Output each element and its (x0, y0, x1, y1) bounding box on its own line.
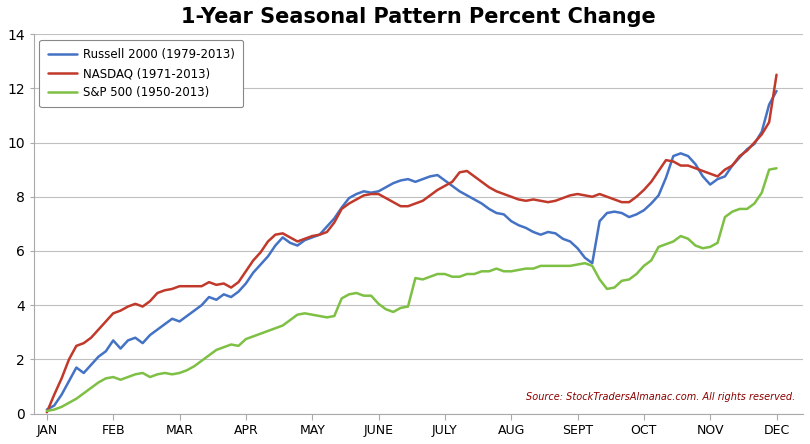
S&P 500 (1950-2013) (418, 277, 428, 282)
S&P 500 (1950-2013) (42, 408, 52, 414)
Russell 2000 (1979-2013) (735, 155, 744, 160)
Russell 2000 (1979-2013) (477, 201, 487, 206)
S&P 500 (1950-2013) (211, 347, 221, 353)
Line: S&P 500 (1950-2013): S&P 500 (1950-2013) (47, 168, 777, 411)
Russell 2000 (1979-2013) (42, 407, 52, 412)
Legend: Russell 2000 (1979-2013), NASDAQ (1971-2013), S&P 500 (1950-2013): Russell 2000 (1979-2013), NASDAQ (1971-2… (40, 40, 243, 107)
NASDAQ (1971-2013) (211, 282, 221, 288)
S&P 500 (1950-2013) (735, 206, 744, 212)
Russell 2000 (1979-2013) (182, 313, 192, 319)
Russell 2000 (1979-2013) (713, 176, 723, 182)
S&P 500 (1950-2013) (477, 269, 487, 274)
S&P 500 (1950-2013) (772, 166, 782, 171)
Title: 1-Year Seasonal Pattern Percent Change: 1-Year Seasonal Pattern Percent Change (181, 7, 656, 27)
NASDAQ (1971-2013) (418, 198, 428, 203)
Line: Russell 2000 (1979-2013): Russell 2000 (1979-2013) (47, 91, 777, 409)
S&P 500 (1950-2013) (182, 368, 192, 373)
NASDAQ (1971-2013) (477, 179, 487, 185)
NASDAQ (1971-2013) (735, 153, 744, 159)
NASDAQ (1971-2013) (772, 72, 782, 77)
NASDAQ (1971-2013) (42, 410, 52, 415)
Line: NASDAQ (1971-2013): NASDAQ (1971-2013) (47, 75, 777, 412)
NASDAQ (1971-2013) (182, 284, 192, 289)
Russell 2000 (1979-2013) (418, 176, 428, 182)
Russell 2000 (1979-2013) (211, 297, 221, 302)
Russell 2000 (1979-2013) (772, 88, 782, 94)
S&P 500 (1950-2013) (713, 240, 723, 246)
NASDAQ (1971-2013) (713, 174, 723, 179)
Text: Source: StockTradersAlmanac.com. All rights reserved.: Source: StockTradersAlmanac.com. All rig… (526, 392, 795, 402)
